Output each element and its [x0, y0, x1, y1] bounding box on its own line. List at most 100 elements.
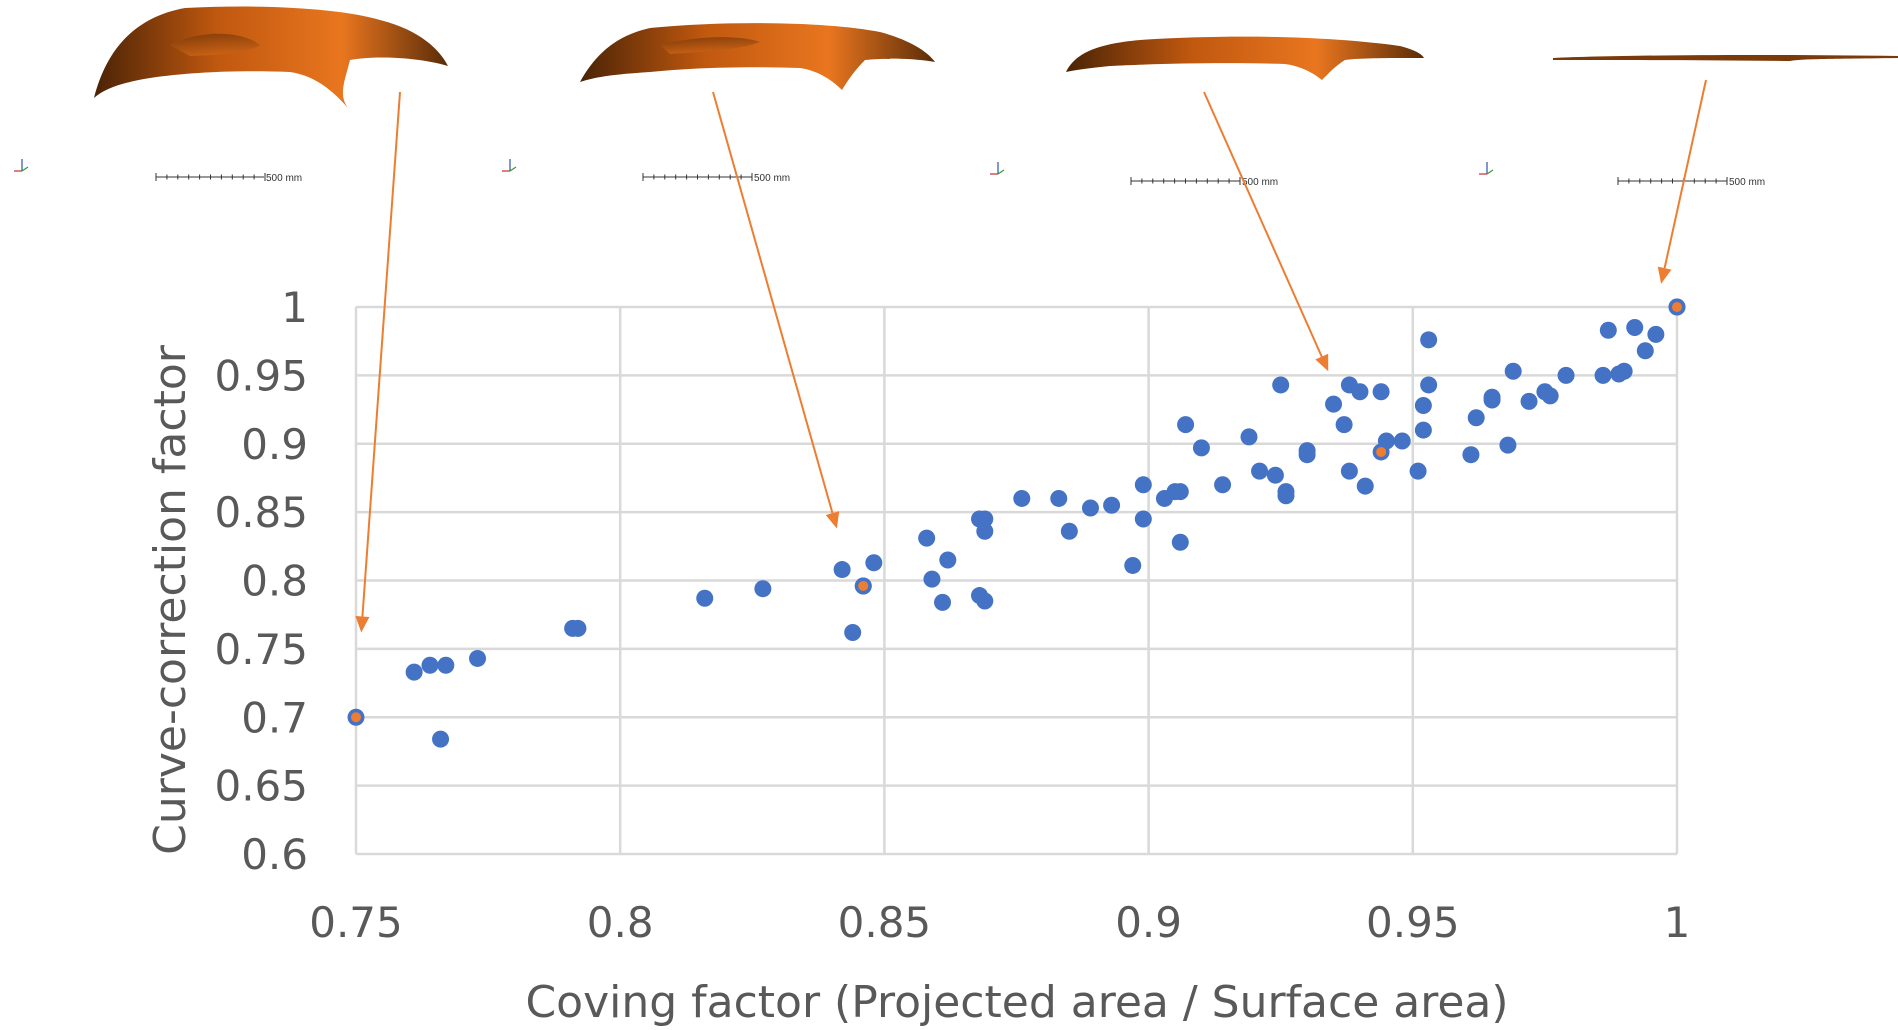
- data-point: [939, 551, 957, 569]
- highlighted-point: [858, 580, 869, 591]
- axis-triad-icon: [14, 159, 29, 172]
- data-point: [1615, 362, 1633, 380]
- shell-shade-1: [170, 33, 260, 56]
- shell-shape-3: [1066, 36, 1424, 80]
- data-point: [1124, 556, 1142, 574]
- y-tick-label: 0.65: [214, 762, 308, 811]
- callout-arrow-head: [1657, 266, 1672, 284]
- data-point: [844, 623, 862, 641]
- data-point: [1298, 446, 1316, 464]
- highlighted-point: [351, 712, 361, 723]
- data-point: [1171, 533, 1189, 551]
- data-point: [405, 663, 423, 681]
- data-point: [1414, 421, 1432, 439]
- callout-arrow-line: [712, 91, 834, 514]
- callout-arrows: [355, 79, 1707, 633]
- data-point: [1134, 510, 1152, 528]
- data-point: [1013, 489, 1031, 507]
- data-point: [432, 730, 450, 748]
- panel-3: 500 mm: [990, 36, 1424, 188]
- data-point: [1060, 522, 1078, 540]
- data-point: [1594, 366, 1612, 384]
- x-tick-label: 0.75: [309, 898, 403, 947]
- axis-triad-icon: [990, 162, 1005, 175]
- data-point: [1272, 376, 1290, 394]
- data-point: [976, 592, 994, 610]
- y-tick-label: 0.7: [241, 693, 308, 742]
- callout-arrow-line: [1203, 91, 1323, 358]
- x-axis-ticks: 0.75 0.8 0.85 0.9 0.95 1: [309, 898, 1690, 947]
- scale-label-4: 500 mm: [1729, 177, 1765, 188]
- shell-shape-1: [94, 6, 448, 108]
- callout-arrow-head: [1315, 353, 1329, 372]
- scale-label-2: 500 mm: [754, 173, 790, 184]
- data-point: [1192, 439, 1210, 457]
- data-point: [1177, 416, 1195, 434]
- scale-label-3: 500 mm: [1242, 177, 1278, 188]
- data-point: [1266, 466, 1284, 484]
- y-tick-label: 0.75: [214, 625, 308, 674]
- data-point: [1277, 487, 1295, 505]
- data-point: [1103, 496, 1121, 514]
- data-point: [421, 656, 439, 674]
- data-point: [1171, 483, 1189, 501]
- data-series-highlighted: [347, 298, 1686, 726]
- y-tick-label: 0.85: [214, 488, 308, 537]
- data-point: [1251, 462, 1269, 480]
- data-point: [1467, 409, 1485, 427]
- data-point: [469, 649, 487, 667]
- data-point: [696, 589, 714, 607]
- x-tick-label: 1: [1664, 898, 1691, 947]
- scale-label-1: 500 mm: [266, 173, 302, 184]
- shell-shade-2: [660, 37, 760, 54]
- gridlines: [354, 305, 1679, 856]
- callout-arrow-line: [361, 91, 401, 617]
- data-point: [1372, 383, 1390, 401]
- data-point: [1340, 462, 1358, 480]
- data-point: [1050, 489, 1068, 507]
- data-point: [1134, 476, 1152, 494]
- data-point: [976, 510, 994, 528]
- data-point: [1356, 477, 1374, 495]
- data-point: [1393, 432, 1411, 450]
- data-point: [1462, 446, 1480, 464]
- y-tick-label: 0.95: [214, 351, 308, 400]
- data-point: [1420, 331, 1438, 349]
- data-point: [1335, 416, 1353, 434]
- data-point: [1240, 428, 1258, 446]
- y-tick-label: 0.9: [241, 420, 308, 469]
- shell-shape-4: [1553, 54, 1898, 61]
- x-tick-label: 0.8: [587, 898, 654, 947]
- x-axis-title: Coving factor (Projected area / Surface …: [525, 977, 1508, 1028]
- data-point: [1499, 436, 1517, 454]
- data-point: [754, 580, 772, 598]
- data-point: [1636, 342, 1654, 360]
- data-point: [833, 561, 851, 579]
- panel-4: 500 mm: [1479, 54, 1898, 188]
- data-point: [437, 656, 455, 674]
- data-point: [1420, 376, 1438, 394]
- callout-arrow-line: [1663, 79, 1707, 269]
- data-point: [1520, 392, 1538, 410]
- axis-triad-icon: [1479, 162, 1494, 175]
- highlighted-point: [1376, 446, 1387, 457]
- data-point: [923, 570, 941, 588]
- data-point: [1214, 476, 1232, 494]
- data-point: [1647, 325, 1665, 343]
- y-tick-label: 1: [281, 283, 308, 332]
- data-point: [569, 619, 587, 637]
- data-point: [1626, 319, 1644, 337]
- y-axis-ticks: 1 0.95 0.9 0.85 0.8 0.75 0.7 0.65 0.6: [214, 283, 308, 879]
- callout-arrow-head: [355, 616, 370, 633]
- data-point: [918, 529, 936, 547]
- axis-triad-icon: [502, 159, 517, 172]
- data-point: [976, 522, 994, 540]
- y-tick-label: 0.8: [241, 557, 308, 606]
- y-tick-label: 0.6: [241, 830, 308, 879]
- data-point: [1325, 395, 1343, 413]
- highlighted-point: [1672, 302, 1682, 312]
- data-point: [1504, 362, 1522, 380]
- data-point: [1599, 321, 1617, 339]
- data-point: [1557, 366, 1575, 384]
